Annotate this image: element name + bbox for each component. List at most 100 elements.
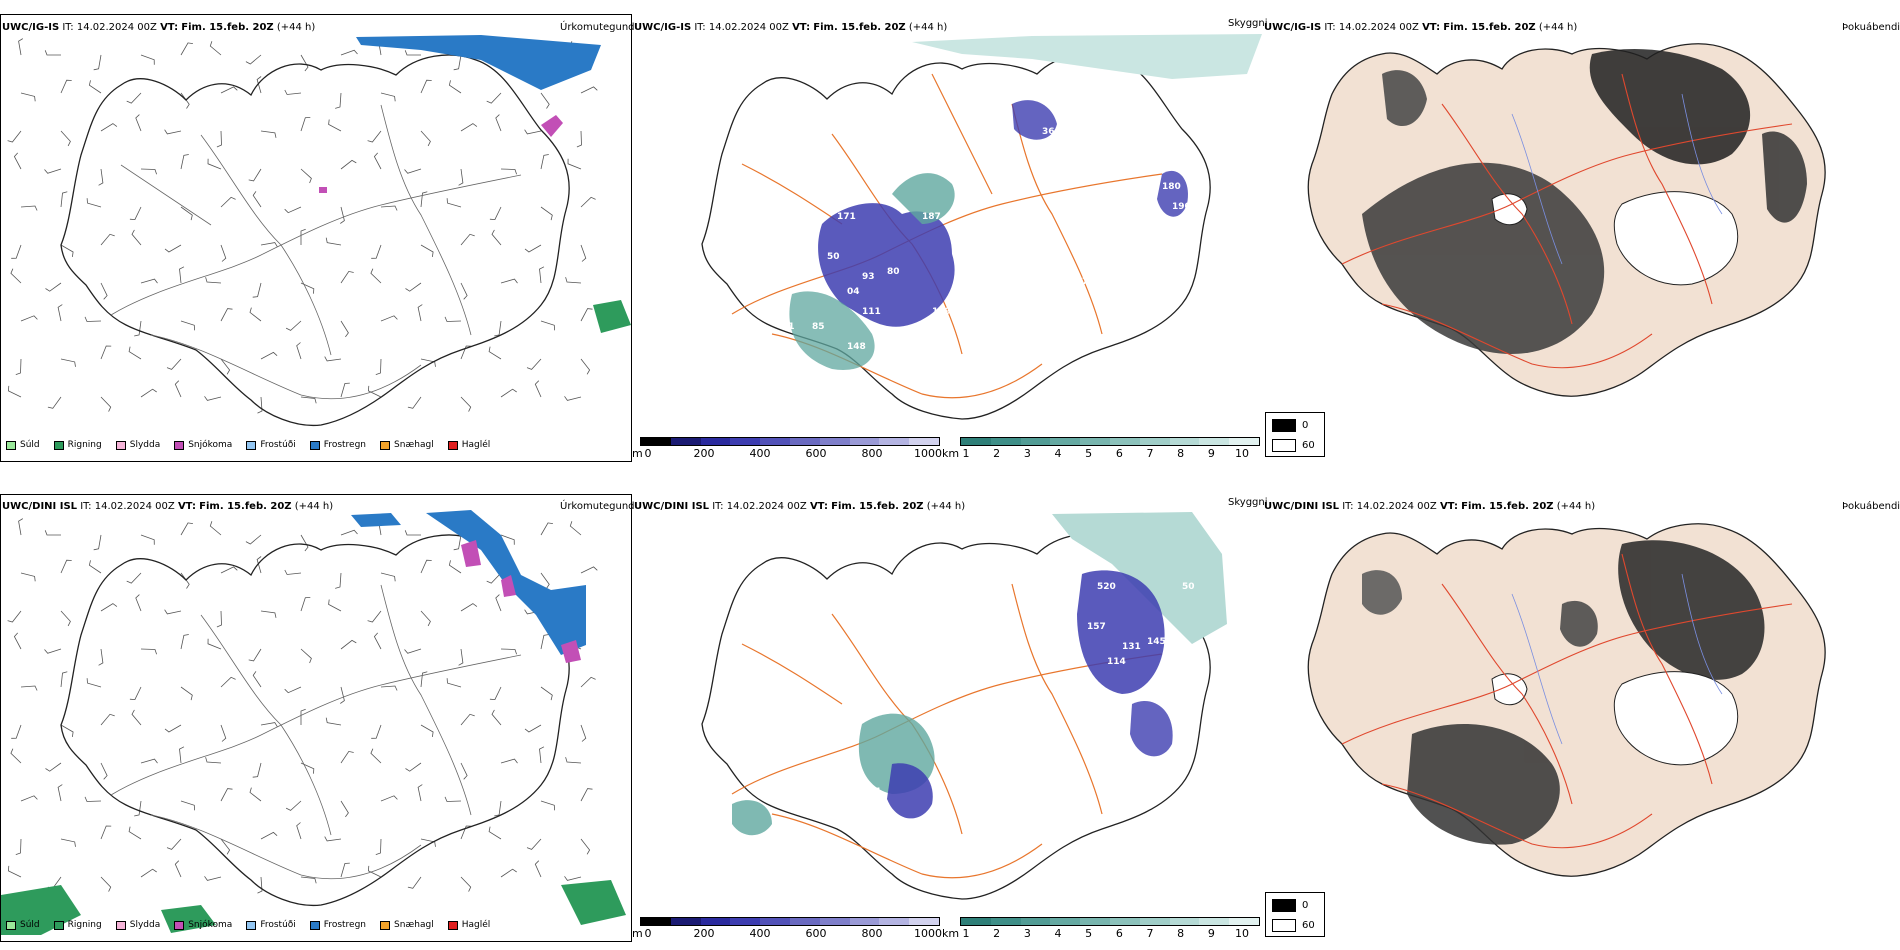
- wind-barb: [135, 114, 142, 132]
- cloud-base-label: 148: [847, 342, 866, 352]
- wind-barb: [135, 594, 142, 612]
- colorbar-segment: [1199, 438, 1230, 445]
- vt-value: Fim. 15.feb. 20Z: [813, 22, 906, 33]
- it-value: 14.02.2024 00Z: [726, 501, 807, 512]
- lead-time: (+44 h): [276, 22, 316, 33]
- model-name: UWC/DINI ISL: [2, 501, 78, 512]
- wind-barb: [180, 320, 195, 331]
- wind-barb: [420, 358, 436, 367]
- colorbar-segment: [1169, 918, 1200, 925]
- wind-barb: [488, 346, 502, 360]
- wind-barb: [180, 686, 193, 701]
- cloud-base-label: 420: [782, 802, 801, 812]
- row2-cloudbase-ticks: 0 200 400 600 800 1000: [645, 927, 943, 940]
- cloud-base-label: 157: [1087, 622, 1106, 632]
- wind-barb: [296, 342, 302, 360]
- wind-barb: [340, 159, 357, 170]
- wind-barb: [166, 358, 182, 370]
- wind-barb: [420, 838, 436, 847]
- legend-label: Rigning: [67, 440, 102, 450]
- wind-barb: [284, 686, 302, 694]
- fog-low-swatch: [1272, 439, 1296, 452]
- wind-barb: [15, 358, 22, 375]
- wind-barb: [47, 396, 62, 409]
- legend-swatch: [447, 920, 458, 930]
- legend-label: Snæhagl: [394, 440, 434, 450]
- fog-index-map-row2: [1262, 494, 1900, 904]
- wind-barb: [7, 385, 22, 398]
- wind-barb: [407, 876, 422, 889]
- lead-time: (+44 h): [1538, 22, 1578, 33]
- wind-barb: [45, 762, 62, 772]
- wind-barb: [100, 713, 115, 726]
- wind-barb: [380, 685, 398, 691]
- wind-barb: [460, 396, 472, 412]
- wind-barb: [407, 396, 422, 409]
- wind-barb: [540, 800, 555, 811]
- wind-barb: [580, 244, 587, 262]
- cloud-base-label: 85: [812, 322, 825, 332]
- colorbar-segment: [1169, 438, 1200, 445]
- wind-barb: [444, 316, 462, 322]
- wind-barb: [60, 724, 74, 737]
- colorbar-segment: [990, 438, 1021, 445]
- road-network: [110, 104, 522, 400]
- wind-barb: [179, 266, 185, 284]
- colorbar-tick: 4: [1054, 447, 1062, 460]
- legend-label: Snjókoma: [188, 920, 233, 930]
- wind-barb: [60, 191, 68, 208]
- wind-barb: [340, 529, 358, 536]
- wind-barb: [300, 282, 315, 294]
- wind-barb: [300, 648, 312, 664]
- wind-barb: [140, 868, 157, 878]
- cloud-base-label: 10: [932, 787, 945, 797]
- wind-barb: [88, 80, 102, 94]
- wind-barb: [460, 233, 475, 246]
- legend-swatch: [115, 920, 126, 930]
- legend-label: Haglél: [461, 920, 491, 930]
- wind-barb: [296, 822, 302, 840]
- colorbar-tick: 0: [644, 447, 652, 460]
- wind-barb: [100, 825, 112, 840]
- iceland-outline: [701, 53, 1211, 420]
- colorbar-tick: 7: [1146, 927, 1154, 940]
- wind-barb: [300, 534, 309, 552]
- wind-barb: [44, 648, 62, 654]
- wind-barb: [44, 168, 62, 174]
- wind-barb: [486, 572, 502, 584]
- fog-map-svg: [1307, 43, 1826, 397]
- wind-barb: [404, 168, 422, 174]
- colorbar-tick: 400: [749, 447, 771, 460]
- wind-barb: [220, 676, 236, 688]
- row1-visibility-ticks: 1 2 3 4 5 6 7 8 9 10: [963, 447, 1250, 460]
- legend-item: Slydda: [115, 440, 160, 450]
- wind-barb: [260, 242, 278, 248]
- legend-swatch: [6, 440, 16, 450]
- wind-barb: [489, 206, 502, 221]
- wind-barb: [180, 634, 189, 650]
- wind-barb: [284, 569, 302, 575]
- cloud-base-label: 50: [1102, 137, 1115, 147]
- wind-barb: [495, 114, 502, 132]
- wind-barb: [340, 750, 354, 764]
- wind-barb: [539, 746, 545, 764]
- legend-swatch: [53, 440, 64, 450]
- model-name: UWC/IG-IS: [1264, 22, 1322, 33]
- wind-barb: [404, 530, 421, 536]
- colorbar-segment: [1020, 918, 1051, 925]
- wind-barb: [174, 380, 182, 398]
- model-name: UWC/IG-IS: [634, 22, 692, 33]
- wind-barb: [179, 746, 185, 764]
- cloud-base-label: 145: [1147, 637, 1166, 647]
- wind-barb: [491, 709, 502, 726]
- fog-index-map-row1: [1262, 14, 1900, 424]
- road-network: [731, 583, 1163, 879]
- colorbar-tick: 9: [1207, 927, 1215, 940]
- wind-barb: [540, 206, 553, 221]
- wind-barb: [260, 722, 278, 728]
- wind-barb: [284, 89, 302, 95]
- wind-barb: [249, 307, 262, 322]
- row2-cloud-title: Skyggni: [1228, 497, 1268, 508]
- wind-barb: [380, 92, 396, 102]
- legend-label: Snæhagl: [394, 920, 434, 930]
